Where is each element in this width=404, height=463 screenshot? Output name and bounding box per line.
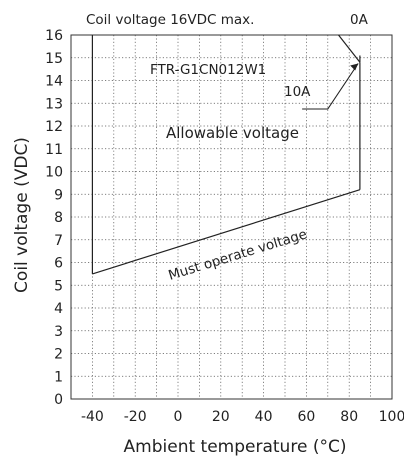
x-tick-label: -20 [124, 409, 147, 425]
plot-frame [70, 34, 393, 400]
y-tick-label: 15 [45, 51, 63, 67]
y-tick-label: 12 [45, 119, 63, 135]
x-tick-label: 20 [212, 409, 230, 425]
model-label: FTR-G1CN012W1 [150, 62, 266, 78]
label-10A: 10A [284, 84, 311, 100]
y-tick-label: 7 [54, 233, 63, 249]
x-tick-label: -40 [81, 409, 104, 425]
x-tick-label: 0 [174, 409, 183, 425]
y-axis-label: Coil voltage (VDC) [12, 137, 32, 293]
series-line [338, 34, 361, 63]
grid [71, 35, 392, 399]
y-tick-label: 14 [45, 74, 63, 90]
y-tick-label: 5 [54, 278, 63, 294]
y-tick-label: 10 [45, 165, 63, 181]
y-tick-label: 2 [54, 347, 63, 363]
leader-10A [302, 63, 359, 110]
arrow-head [350, 63, 359, 71]
y-tick-label: 11 [45, 142, 63, 158]
allowable-voltage-label: Allowable voltage [166, 124, 299, 142]
label-0A: 0A [350, 12, 369, 28]
must-operate-label: Must operate voltage [166, 226, 309, 283]
series-lines [91, 34, 361, 275]
y-tick-label: 16 [45, 28, 63, 44]
x-tick-label: 40 [255, 409, 273, 425]
y-tick-label: 4 [54, 301, 63, 317]
y-tick-label: 9 [54, 187, 63, 203]
chart-title: Coil voltage 16VDC max. [86, 12, 254, 28]
y-tick-label: 3 [54, 324, 63, 340]
x-tick-label: 80 [340, 409, 358, 425]
x-tick-label: 60 [297, 409, 315, 425]
y-tick-label: 0 [54, 392, 63, 408]
y-tick-label: 13 [45, 96, 63, 112]
series-line [92, 189, 361, 275]
x-tick-label: 100 [379, 409, 404, 425]
y-tick-label: 1 [54, 369, 63, 385]
y-tick-label: 6 [54, 256, 63, 272]
plot-border [70, 34, 393, 400]
x-tick-labels: -40 -20 0 20 40 60 80 100 [81, 409, 404, 425]
x-axis-label: Ambient temperature (°C) [124, 437, 347, 457]
y-tick-label: 8 [54, 210, 63, 226]
